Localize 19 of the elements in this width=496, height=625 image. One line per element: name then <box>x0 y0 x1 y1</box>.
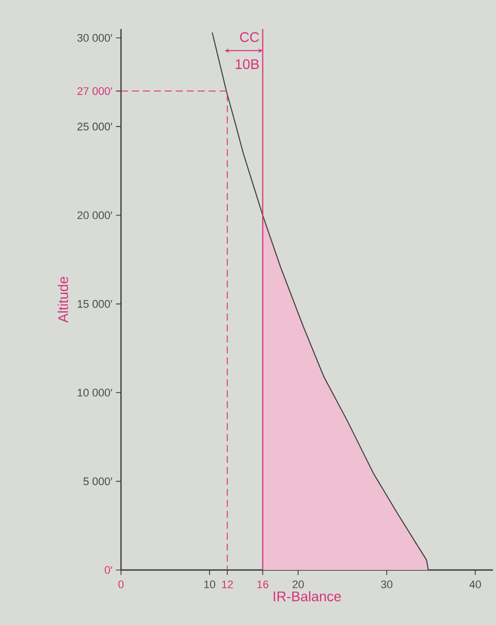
x-tick-label: 0 <box>118 580 124 588</box>
y-tick-label: 5 000′ <box>83 477 112 486</box>
x-tick-label: 40 <box>469 580 481 588</box>
y-tick-label: 25 000′ <box>77 122 112 130</box>
x-tick-label: 20 <box>292 580 304 588</box>
y-axis-title: Altitude <box>58 276 68 323</box>
y-tick-label: 27 000′ <box>77 87 112 95</box>
annotation: 10B <box>236 59 259 70</box>
y-tick-label: 0′ <box>104 566 112 574</box>
y-tick-label: 20 000′ <box>77 211 112 220</box>
y-tick-label: 30 000′ <box>77 34 112 42</box>
y-tick-label: 10 000′ <box>78 388 112 396</box>
x-tick-label: 12 <box>222 580 233 588</box>
x-tick-label: 16 <box>257 580 268 588</box>
x-tick-label: 10 <box>204 580 216 588</box>
annotation: CC <box>240 32 259 42</box>
x-tick-label: 30 <box>381 580 392 588</box>
x-axis-title: IR-Balance <box>274 591 341 602</box>
y-tick-label: 15 000′ <box>78 300 112 308</box>
